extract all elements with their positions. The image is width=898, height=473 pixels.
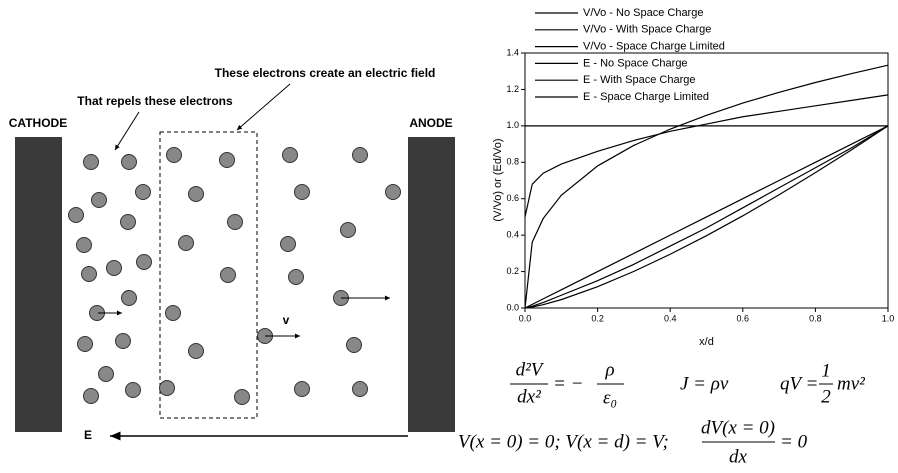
- equation-part: qV =: [780, 373, 818, 394]
- electron: [83, 154, 99, 170]
- electron: [121, 290, 137, 306]
- y-tick-label: 0.0: [506, 302, 519, 312]
- legend-label: E - No Space Charge: [583, 57, 688, 69]
- x-axis-label: x/d: [699, 336, 714, 348]
- y-tick-label: 1.4: [506, 47, 519, 57]
- dashed-region: [159, 131, 258, 419]
- annotation-arrow: [114, 111, 140, 151]
- electron: [294, 184, 310, 200]
- equation-part: = −: [553, 373, 583, 394]
- equation-part: dx²: [517, 386, 541, 407]
- series-line: [524, 125, 889, 309]
- electron: [68, 207, 84, 223]
- electron: [165, 305, 181, 321]
- equation-part: dx: [729, 446, 748, 467]
- series-line: [524, 125, 889, 309]
- electron: [135, 184, 151, 200]
- electron: [115, 333, 131, 349]
- legend-label: V/Vo - No Space Charge: [583, 7, 703, 19]
- velocity-label: v: [283, 313, 290, 327]
- equation-part: V(x = 0) = 0; V(x = d) = V;: [458, 431, 669, 452]
- series-line: [524, 94, 889, 218]
- electron: [352, 381, 368, 397]
- electron: [188, 343, 204, 359]
- y-tick-label: 0.2: [506, 266, 519, 276]
- electron: [166, 147, 182, 163]
- plot-frame: [524, 52, 889, 309]
- legend-label: E - Space Charge Limited: [583, 91, 709, 103]
- y-tick-label: 1.0: [506, 120, 519, 130]
- electron: [81, 266, 97, 282]
- legend-label: V/Vo - With Space Charge: [583, 24, 711, 36]
- electron: [125, 382, 141, 398]
- electron: [188, 186, 204, 202]
- equation-part: d²V: [516, 359, 545, 380]
- electron: [83, 388, 99, 404]
- electron: [385, 184, 401, 200]
- x-tick-label: 1.0: [882, 313, 895, 323]
- electron: [280, 236, 296, 252]
- x-tick-label: 0.4: [664, 313, 677, 323]
- y-tick-label: 0.6: [506, 193, 519, 203]
- y-tick-label: 0.4: [506, 230, 519, 240]
- electron: [294, 381, 310, 397]
- equation-part: 2: [821, 386, 831, 407]
- annotation-arrow: [236, 83, 291, 131]
- equation-part: J = ρv: [680, 373, 729, 394]
- legend-label: E - With Space Charge: [583, 74, 696, 86]
- annotation: These electrons create an electric field: [215, 66, 436, 80]
- equation-part: = 0: [780, 431, 808, 452]
- equation-part: 1: [821, 360, 831, 381]
- electron: [282, 147, 298, 163]
- equation-part: mv²: [837, 373, 865, 394]
- anode-plate: [408, 137, 455, 432]
- annotation: That repels these electrons: [77, 94, 233, 108]
- electron: [77, 336, 93, 352]
- electron: [227, 214, 243, 230]
- cathode-plate: [15, 137, 62, 432]
- x-tick-label: 0.0: [519, 313, 532, 323]
- electron: [121, 154, 137, 170]
- cathode-label: CATHODE: [9, 116, 67, 130]
- x-tick-label: 0.6: [737, 313, 750, 323]
- electron: [234, 389, 250, 405]
- series-line: [524, 64, 889, 309]
- equation-part: dV(x = 0): [701, 417, 775, 438]
- legend-label: V/Vo - Space Charge Limited: [583, 41, 725, 53]
- equation-part: ε₀: [603, 387, 617, 408]
- diode-diagram: These electrons create an electric field…: [9, 66, 455, 442]
- electron: [288, 269, 304, 285]
- electron: [178, 235, 194, 251]
- x-tick-label: 0.8: [809, 313, 822, 323]
- electron: [76, 237, 92, 253]
- y-axis-label: (V/Vo) or (Ed/Vo): [492, 138, 504, 221]
- electron: [352, 147, 368, 163]
- x-tick-label: 0.2: [591, 313, 604, 323]
- electron: [220, 267, 236, 283]
- y-tick-label: 0.8: [506, 157, 519, 167]
- electron: [91, 192, 107, 208]
- electron: [136, 254, 152, 270]
- y-tick-label: 1.2: [506, 84, 519, 94]
- electron: [346, 337, 362, 353]
- series-line: [524, 125, 889, 309]
- electron: [159, 380, 175, 396]
- electron: [106, 260, 122, 276]
- equation-part: ρ: [604, 359, 614, 380]
- electron: [219, 152, 235, 168]
- electron: [340, 222, 356, 238]
- electron: [98, 366, 114, 382]
- equations: d²V dx² = − ρ ε₀ J = ρv qV = 1 2 mv² V(x…: [458, 359, 865, 467]
- field-label: E: [84, 428, 92, 442]
- anode-label: ANODE: [409, 116, 452, 130]
- electron: [120, 214, 136, 230]
